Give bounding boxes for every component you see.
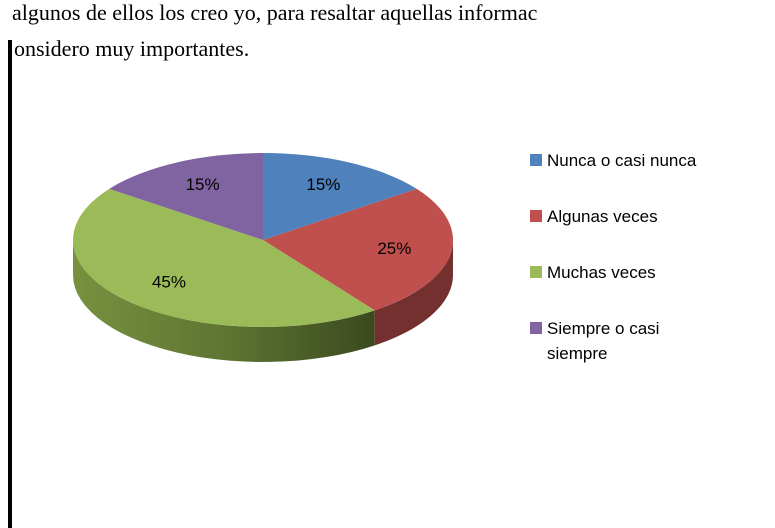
data-label: 25%	[377, 239, 411, 258]
legend-item: Muchas veces	[530, 260, 700, 285]
pie-side	[73, 240, 375, 362]
legend-label: Siempre o casi siempre	[547, 319, 660, 363]
legend-item: Siempre o casi siempre	[530, 316, 700, 366]
legend-label: Nunca o casi nunca	[547, 151, 697, 170]
legend-label: Muchas veces	[547, 263, 656, 282]
legend-swatch	[530, 210, 542, 222]
document-text: algunos de ellos los creo yo, para resal…	[12, 0, 538, 25]
document-text: onsidero muy importantes.	[14, 36, 250, 61]
pie-slice	[263, 188, 453, 311]
legend: Nunca o casi nunca Algunas veces Muchas ve…	[530, 148, 700, 397]
pie-slice	[72, 188, 375, 328]
legend-swatch	[530, 266, 542, 278]
legend-item: Algunas veces	[530, 204, 700, 229]
legend-swatch	[530, 154, 542, 166]
data-label: 45%	[152, 273, 186, 292]
pie-side	[374, 240, 453, 346]
data-label: 15%	[306, 175, 340, 194]
pie-slice	[263, 153, 417, 240]
legend-item: Nunca o casi nunca	[530, 148, 700, 173]
legend-swatch	[530, 322, 542, 334]
pie-slice	[109, 153, 263, 240]
legend-label: Algunas veces	[547, 207, 658, 226]
margin-bar	[8, 40, 12, 528]
data-label: 15%	[186, 175, 220, 194]
